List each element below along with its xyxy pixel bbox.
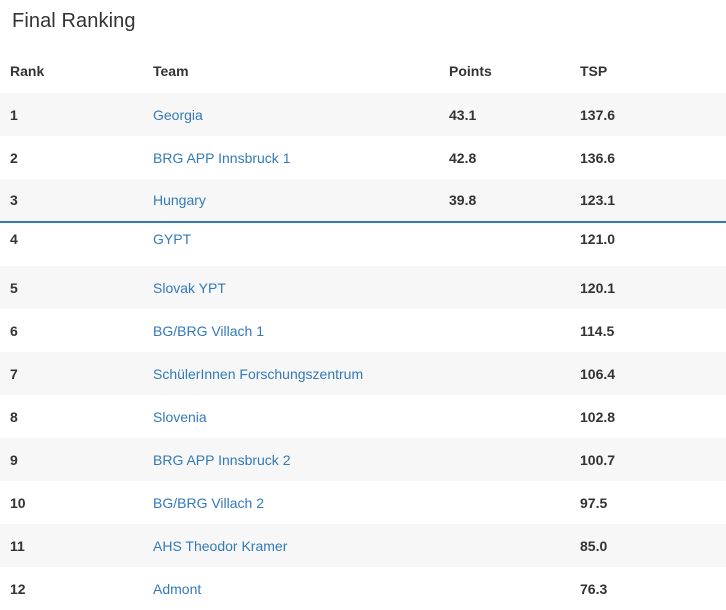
table-header-row: Rank Team Points TSP <box>0 49 726 93</box>
rank-cell: 8 <box>0 395 153 438</box>
table-row: 11 AHS Theodor Kramer 85.0 <box>0 524 726 567</box>
tsp-cell: 136.6 <box>580 136 726 179</box>
team-link[interactable]: Admont <box>153 580 202 597</box>
table-row: 2 BRG APP Innsbruck 1 42.8 136.6 <box>0 136 726 179</box>
rank-cell: 4 <box>0 222 153 266</box>
team-cell: Slovenia <box>153 395 449 438</box>
tsp-cell: 106.4 <box>580 352 726 395</box>
rank-cell: 12 <box>0 567 153 610</box>
column-header-tsp[interactable]: TSP <box>580 49 726 93</box>
table-row: 3 Hungary 39.8 123.1 <box>0 179 726 223</box>
team-link[interactable]: Slovenia <box>153 408 207 425</box>
team-link[interactable]: AHS Theodor Kramer <box>153 537 288 554</box>
points-cell <box>449 352 580 395</box>
tsp-cell: 121.0 <box>580 222 726 266</box>
rank-cell: 1 <box>0 93 153 136</box>
table-row: 9 BRG APP Innsbruck 2 100.7 <box>0 438 726 481</box>
table-row: 4 GYPT 121.0 <box>0 222 726 266</box>
points-cell <box>449 567 580 610</box>
table-row: 10 BG/BRG Villach 2 97.5 <box>0 481 726 524</box>
page-title: Final Ranking <box>12 10 136 32</box>
tsp-cell: 123.1 <box>580 179 726 223</box>
rank-cell: 9 <box>0 438 153 481</box>
column-header-rank[interactable]: Rank <box>0 49 153 93</box>
points-cell: 43.1 <box>449 93 580 136</box>
rank-cell: 6 <box>0 309 153 352</box>
column-header-team[interactable]: Team <box>153 49 449 93</box>
team-cell: GYPT <box>153 222 449 266</box>
team-link[interactable]: SchülerInnen Forschungszentrum <box>153 365 364 382</box>
tsp-cell: 85.0 <box>580 524 726 567</box>
points-cell <box>449 395 580 438</box>
team-link[interactable]: GYPT <box>153 231 192 247</box>
tsp-cell: 100.7 <box>580 438 726 481</box>
tsp-cell: 97.5 <box>580 481 726 524</box>
tsp-cell: 114.5 <box>580 309 726 352</box>
points-cell <box>449 524 580 567</box>
team-link[interactable]: BRG APP Innsbruck 1 <box>153 149 291 166</box>
points-cell <box>449 309 580 352</box>
team-link[interactable]: BRG APP Innsbruck 2 <box>153 451 291 468</box>
team-link[interactable]: BG/BRG Villach 1 <box>153 322 265 339</box>
rank-cell: 3 <box>0 179 153 223</box>
team-cell: BG/BRG Villach 1 <box>153 309 449 352</box>
table-row: 6 BG/BRG Villach 1 114.5 <box>0 309 726 352</box>
table-row: 7 SchülerInnen Forschungszentrum 106.4 <box>0 352 726 395</box>
team-cell: AHS Theodor Kramer <box>153 524 449 567</box>
ranking-table: Rank Team Points TSP 1 Georgia 43.1 137.… <box>0 49 726 610</box>
team-cell: Slovak YPT <box>153 266 449 309</box>
team-cell: Georgia <box>153 93 449 136</box>
rank-cell: 5 <box>0 266 153 309</box>
team-link[interactable]: Georgia <box>153 106 203 123</box>
rank-cell: 7 <box>0 352 153 395</box>
rank-cell: 10 <box>0 481 153 524</box>
team-cell: Hungary <box>153 179 449 223</box>
rank-cell: 2 <box>0 136 153 179</box>
team-link[interactable]: Slovak YPT <box>153 279 226 296</box>
table-row: 8 Slovenia 102.8 <box>0 395 726 438</box>
table-row: 5 Slovak YPT 120.1 <box>0 266 726 309</box>
team-link[interactable]: BG/BRG Villach 2 <box>153 494 265 511</box>
points-cell <box>449 438 580 481</box>
tsp-cell: 76.3 <box>580 567 726 610</box>
team-cell: BRG APP Innsbruck 2 <box>153 438 449 481</box>
rank-cell: 11 <box>0 524 153 567</box>
team-cell: SchülerInnen Forschungszentrum <box>153 352 449 395</box>
team-cell: BG/BRG Villach 2 <box>153 481 449 524</box>
table-row: 12 Admont 76.3 <box>0 567 726 610</box>
table-row: 1 Georgia 43.1 137.6 <box>0 93 726 136</box>
tsp-cell: 137.6 <box>580 93 726 136</box>
team-cell: BRG APP Innsbruck 1 <box>153 136 449 179</box>
points-cell <box>449 222 580 266</box>
points-cell: 39.8 <box>449 179 580 223</box>
team-cell: Admont <box>153 567 449 610</box>
team-link[interactable]: Hungary <box>153 192 206 208</box>
column-header-points[interactable]: Points <box>449 49 580 93</box>
tsp-cell: 102.8 <box>580 395 726 438</box>
points-cell: 42.8 <box>449 136 580 179</box>
tsp-cell: 120.1 <box>580 266 726 309</box>
points-cell <box>449 266 580 309</box>
points-cell <box>449 481 580 524</box>
